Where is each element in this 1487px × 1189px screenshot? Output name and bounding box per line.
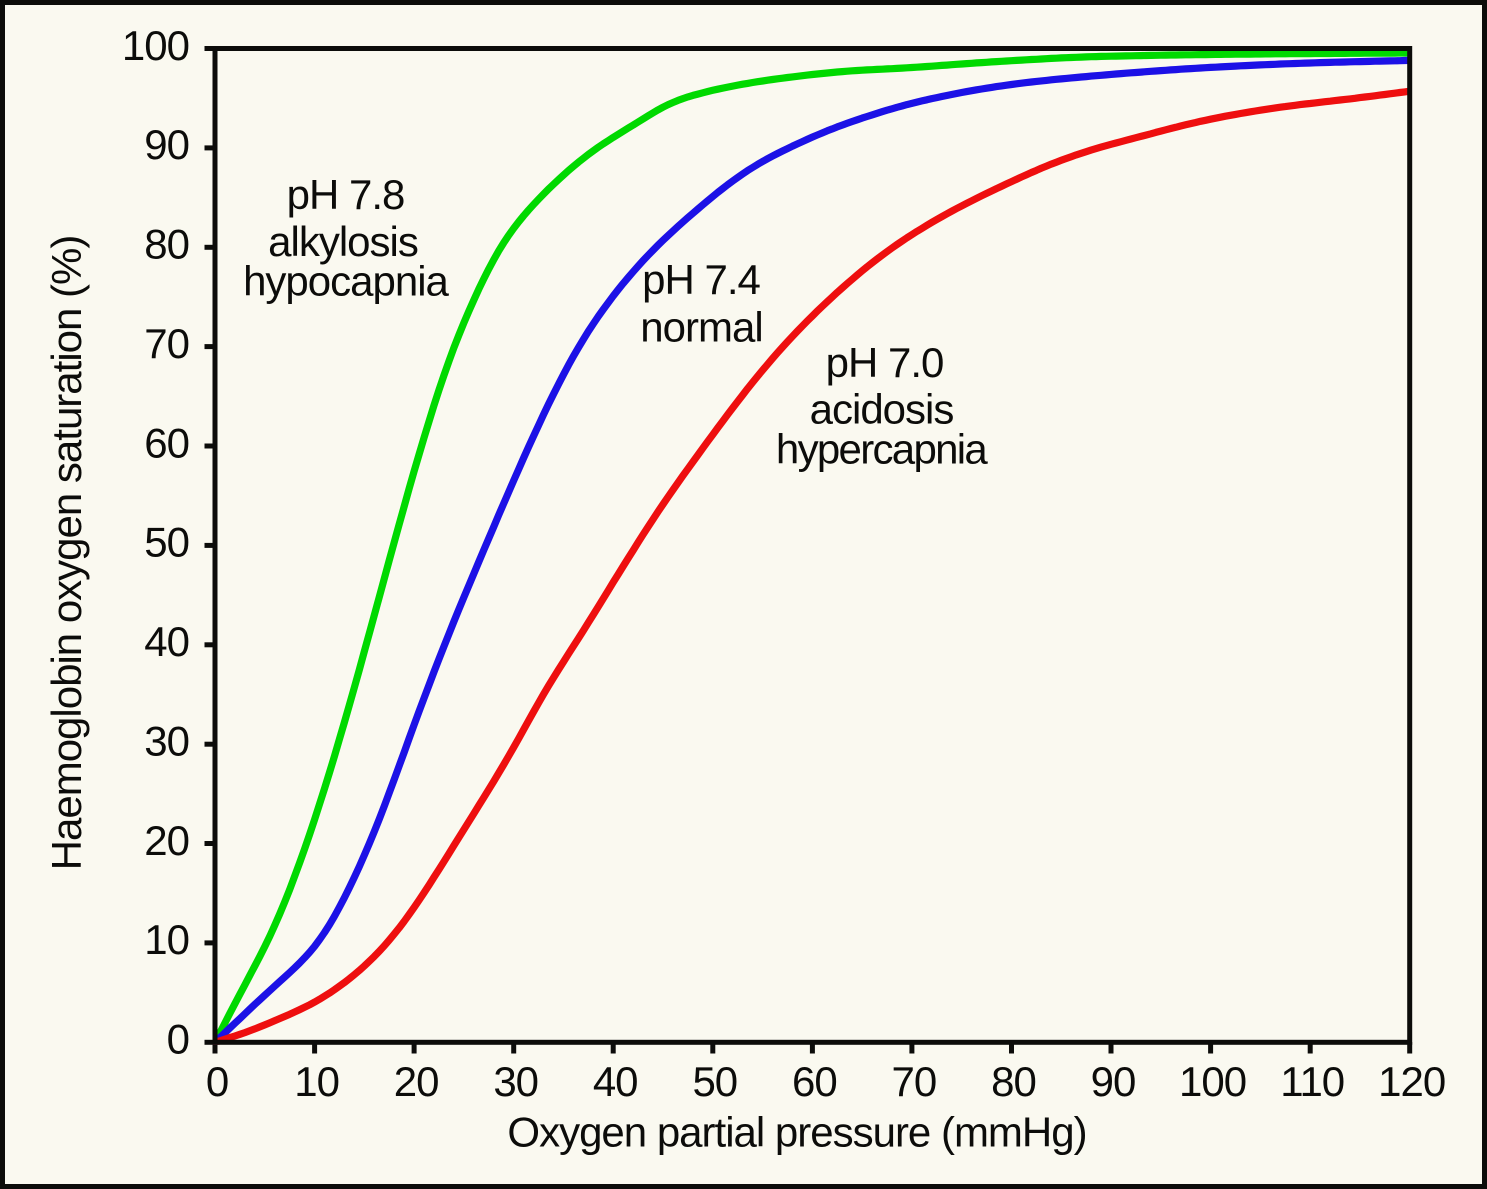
svg-text:50: 50 <box>692 1058 737 1105</box>
svg-text:70: 70 <box>144 320 189 367</box>
svg-text:60: 60 <box>144 419 189 466</box>
svg-text:100: 100 <box>1179 1058 1246 1105</box>
svg-text:Haemoglobin oxygen saturation: Haemoglobin oxygen saturation (%) <box>43 236 90 871</box>
svg-text:90: 90 <box>1091 1058 1136 1105</box>
svg-text:120: 120 <box>1378 1058 1445 1105</box>
svg-text:alkylosis: alkylosis <box>268 218 418 265</box>
svg-text:10: 10 <box>144 916 189 963</box>
svg-text:70: 70 <box>892 1058 937 1105</box>
svg-text:0: 0 <box>206 1058 228 1105</box>
svg-text:Oxygen partial pressure (mmHg): Oxygen partial pressure (mmHg) <box>507 1109 1086 1156</box>
svg-text:0: 0 <box>167 1016 189 1063</box>
svg-text:hypocapnia: hypocapnia <box>243 257 449 304</box>
svg-text:30: 30 <box>144 718 189 765</box>
svg-text:10: 10 <box>294 1058 339 1105</box>
svg-text:80: 80 <box>991 1058 1036 1105</box>
svg-text:110: 110 <box>1280 1058 1344 1105</box>
svg-text:30: 30 <box>493 1058 538 1105</box>
svg-text:40: 40 <box>144 618 189 665</box>
svg-text:hypercapnia: hypercapnia <box>776 426 988 473</box>
svg-text:100: 100 <box>122 22 189 69</box>
svg-text:60: 60 <box>792 1058 837 1105</box>
svg-text:20: 20 <box>144 817 189 864</box>
svg-text:20: 20 <box>394 1058 439 1105</box>
svg-text:80: 80 <box>144 221 189 268</box>
svg-text:pH 7.4: pH 7.4 <box>642 256 760 303</box>
svg-text:pH 7.8: pH 7.8 <box>287 171 405 218</box>
svg-text:acidosis: acidosis <box>810 386 954 433</box>
svg-text:50: 50 <box>144 519 189 566</box>
svg-text:90: 90 <box>144 121 189 168</box>
svg-text:pH 7.0: pH 7.0 <box>826 339 944 386</box>
svg-text:normal: normal <box>640 304 762 351</box>
svg-text:40: 40 <box>593 1058 638 1105</box>
